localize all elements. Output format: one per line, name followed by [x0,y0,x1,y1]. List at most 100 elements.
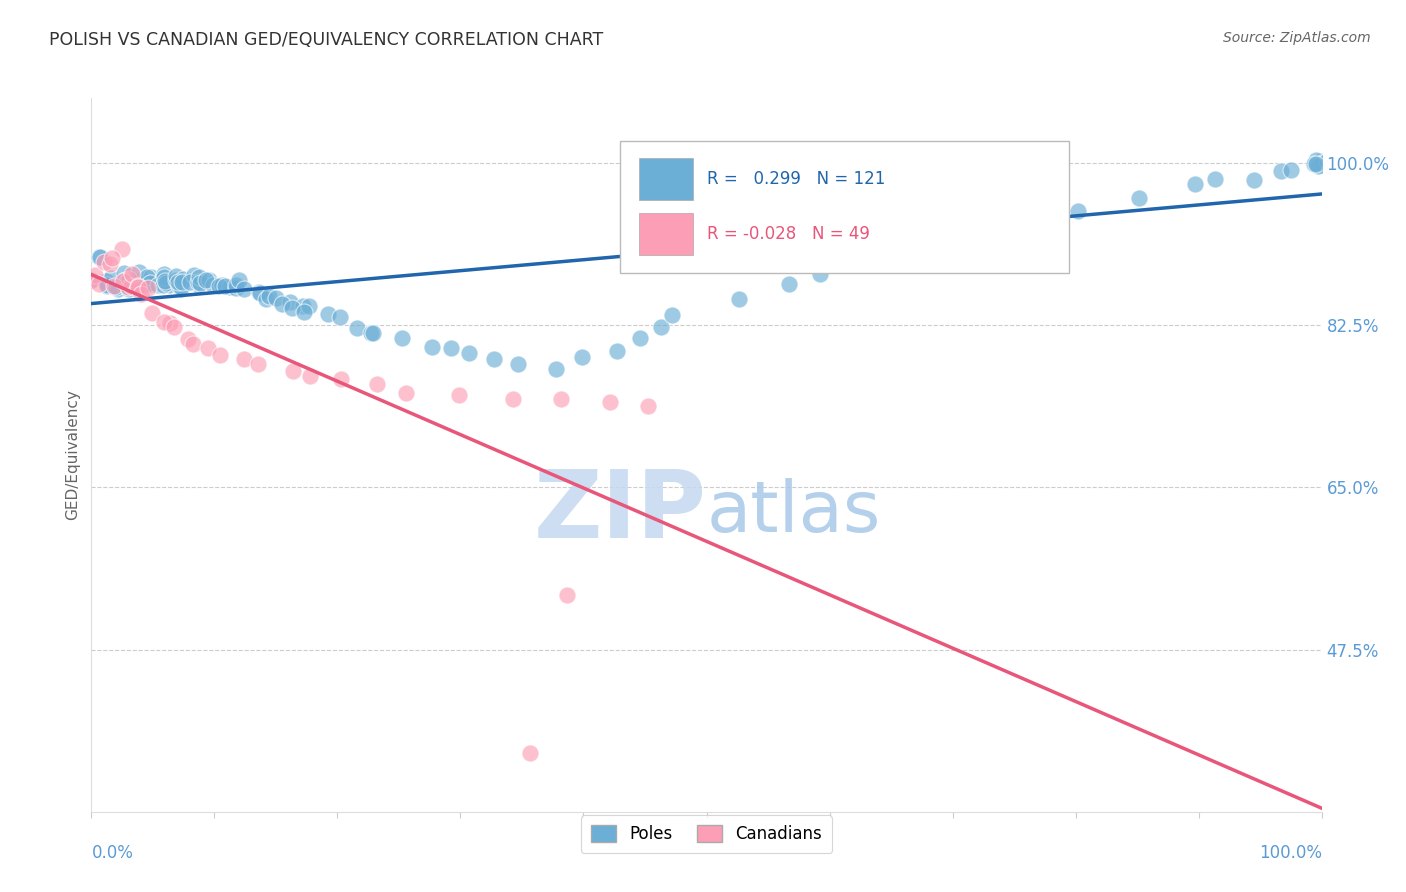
Point [112,274,135,288]
Point [201,277,224,292]
Point [96,278,118,293]
Point [110,276,132,290]
Point [141,306,163,320]
Point [778,277,800,292]
Point [346,321,368,335]
Text: 0.0%: 0.0% [91,844,134,862]
Point [257,289,280,303]
Point [1204,172,1226,186]
Point [439,341,461,355]
Point [96,279,118,293]
Point [153,270,176,285]
Point [138,277,160,292]
Point [233,352,256,367]
Point [571,350,593,364]
Point [298,369,321,384]
Point [120,273,142,287]
Point [118,282,141,296]
Point [318,307,340,321]
Point [87,277,110,291]
FancyBboxPatch shape [638,212,693,255]
Point [118,272,141,286]
Point [107,279,129,293]
Point [297,299,319,313]
Point [360,326,382,341]
Point [502,392,524,406]
Point [225,277,247,292]
Point [194,273,217,287]
Point [153,315,176,329]
Point [1317,159,1340,173]
Point [544,362,567,376]
Point [228,273,250,287]
Point [366,377,388,392]
Point [163,320,186,334]
Point [156,277,179,292]
Point [80,272,103,286]
Point [100,270,122,285]
Point [606,343,628,358]
Point [136,269,159,284]
Point [128,276,150,290]
Point [1270,164,1292,178]
Point [1303,157,1326,171]
Point [637,399,659,413]
Point [1128,190,1150,204]
Point [197,273,219,287]
Text: R =   0.299   N = 121: R = 0.299 N = 121 [706,169,884,187]
Point [107,281,129,295]
Point [117,274,139,288]
Point [152,277,174,292]
Point [111,243,134,257]
Point [550,392,572,406]
Point [506,357,529,371]
Point [599,395,621,409]
Point [84,268,107,282]
Point [167,276,190,290]
Point [159,316,181,330]
Point [1243,173,1265,187]
Point [420,340,443,354]
Point [1279,163,1302,178]
Point [650,320,672,334]
Point [1305,155,1327,169]
Point [93,255,115,269]
Point [1309,157,1331,171]
Point [214,279,236,293]
Legend: Poles, Canadians: Poles, Canadians [581,815,832,854]
Point [395,385,418,400]
Point [1316,154,1339,169]
Point [167,279,190,293]
Point [136,281,159,295]
Point [117,280,139,294]
Point [187,275,209,289]
Y-axis label: GED/Equivalency: GED/Equivalency [65,390,80,520]
Point [225,281,247,295]
Point [120,277,142,292]
Point [249,285,271,300]
Point [138,277,160,291]
Point [170,282,193,296]
Point [361,326,384,340]
Point [1305,157,1327,171]
Point [179,275,201,289]
Point [247,357,270,371]
Point [883,254,905,268]
Text: 100.0%: 100.0% [1258,844,1322,862]
Point [187,277,209,292]
Point [1184,177,1206,191]
Point [1305,153,1327,167]
Point [1067,203,1090,218]
Point [153,274,176,288]
Point [125,276,148,290]
Point [146,277,169,292]
Point [219,280,242,294]
Point [155,276,177,290]
Point [120,279,142,293]
Point [278,294,301,309]
Text: R = -0.028   N = 49: R = -0.028 N = 49 [706,225,869,243]
Point [1308,157,1330,171]
Point [447,388,470,402]
Point [208,279,231,293]
Point [117,275,139,289]
